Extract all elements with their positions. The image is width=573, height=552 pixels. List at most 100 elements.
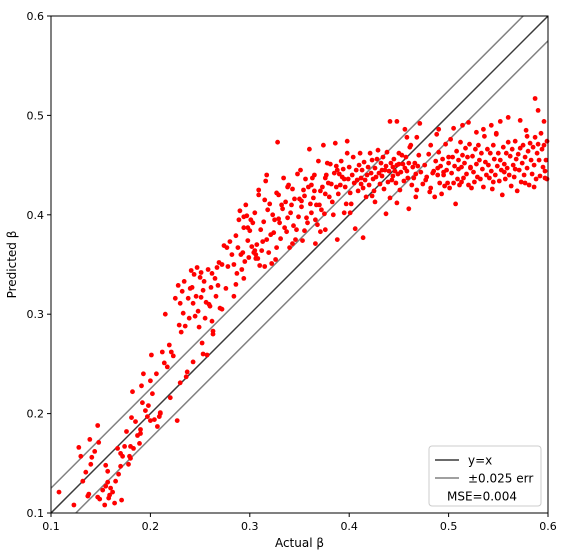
scatter-point (337, 182, 343, 188)
scatter-point (110, 489, 115, 495)
scatter-point (359, 167, 365, 173)
scatter-point (519, 160, 525, 166)
scatter-point (265, 207, 271, 213)
scatter-point (434, 131, 440, 137)
scatter-point (367, 150, 373, 156)
scatter-point (353, 167, 359, 173)
scatter-point (289, 202, 294, 208)
scatter-point (258, 227, 264, 233)
scatter-point (262, 264, 268, 269)
scatter-point (499, 192, 505, 198)
scatter-point (414, 187, 420, 193)
scatter-point (317, 202, 322, 208)
scatter-point (377, 181, 383, 187)
scatter-point (453, 201, 458, 207)
scatter-point (184, 369, 190, 375)
scatter-point (278, 236, 283, 242)
scatter-point (327, 161, 333, 167)
scatter-point (130, 389, 135, 395)
scatter-point (507, 153, 513, 159)
y-tick-label: 0.5 (27, 109, 45, 122)
scatter-point (524, 133, 530, 139)
scatter-point (267, 201, 273, 207)
scatter-point (241, 276, 247, 281)
scatter-point (469, 185, 474, 191)
scatter-point (190, 300, 196, 306)
y-tick-label: 0.4 (27, 209, 45, 222)
scatter-point (541, 119, 547, 124)
scatter-point (305, 220, 310, 226)
scatter-point (351, 180, 357, 186)
scatter-point (383, 211, 389, 217)
scatter-point (233, 282, 239, 287)
x-tick-label: 0.2 (142, 520, 160, 533)
scatter-point (273, 257, 278, 262)
scatter-point (313, 217, 318, 223)
scatter-point (333, 163, 339, 169)
scatter-point (381, 186, 387, 192)
scatter-point (100, 487, 106, 493)
scatter-point (341, 210, 347, 216)
scatter-point (207, 303, 213, 309)
scatter-point (474, 129, 479, 135)
scatter-point (215, 283, 221, 288)
scatter-point (176, 322, 182, 328)
lower-error-line (75, 40, 549, 514)
scatter-point (157, 410, 163, 415)
scatter-point (141, 371, 146, 377)
scatter-point (341, 176, 347, 182)
scatter-point (332, 140, 338, 146)
scatter-point (252, 248, 258, 254)
scatter-point (485, 146, 490, 152)
scatter-point (516, 167, 522, 173)
scatter-point (480, 166, 485, 172)
scatter-point (512, 138, 518, 144)
scatter-point (440, 156, 445, 162)
scatter-point (468, 165, 473, 171)
scatter-point (250, 220, 256, 226)
scatter-point (270, 212, 276, 218)
y-axis-ticks: 0.1 0.2 0.3 0.4 0.5 0.6 (27, 10, 51, 520)
scatter-point (501, 161, 507, 167)
scatter-point (166, 342, 172, 348)
scatter-point (445, 180, 450, 186)
scatter-point (463, 145, 468, 151)
legend: y=x ±0.025 err MSE=0.004 (428, 445, 542, 507)
scatter-point (188, 268, 194, 273)
scatter-point (275, 139, 280, 145)
scatter-point (431, 168, 437, 174)
scatter-point (338, 158, 344, 164)
scatter-point (520, 142, 526, 148)
scatter-point (539, 146, 545, 152)
scatter-point (411, 175, 417, 181)
scatter-point (503, 150, 509, 156)
scatter-point (309, 210, 314, 216)
scatter-point (532, 134, 538, 140)
legend-label-y-equals-x: y=x (468, 454, 492, 468)
scatter-point (202, 315, 208, 321)
scatter-point (436, 126, 442, 132)
scatter-point (245, 238, 251, 244)
scatter-point (481, 184, 486, 190)
scatter-point (264, 237, 270, 243)
scatter-point (378, 160, 384, 166)
scatter-point (253, 256, 259, 261)
y-axis-label: Predicted β (5, 231, 19, 299)
scatter-point (113, 478, 118, 484)
scatter-point (472, 179, 477, 185)
scatter-point (348, 201, 354, 207)
scatter-point (405, 175, 411, 181)
scatter-point (343, 201, 349, 207)
scatter-point (140, 400, 145, 406)
scatter-point (154, 371, 159, 377)
scatter-point (316, 158, 321, 164)
scatter-point (243, 202, 249, 208)
scatter-point (213, 293, 219, 299)
scatter-point (271, 230, 277, 236)
scatter-point (456, 157, 461, 163)
scatter-point (212, 276, 218, 281)
scatter-point (112, 500, 117, 506)
scatter-point (471, 169, 476, 175)
scatter-point (390, 164, 396, 170)
